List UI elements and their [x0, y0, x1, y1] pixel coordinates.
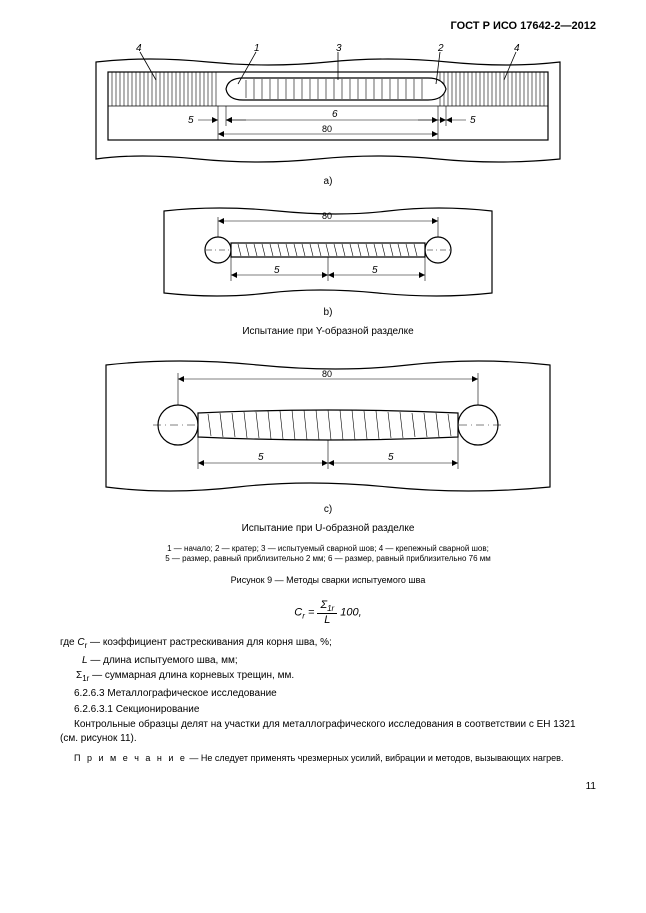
subfig-a-label: a): [60, 176, 596, 187]
sec-6263: 6.2.6.3 Металлографическое исследование: [60, 687, 596, 701]
figure-legend: 1 — начало; 2 — кратер; 3 — испытуемый с…: [60, 544, 596, 565]
where-line-1: где Cr — коэффициент растрескивания для …: [60, 636, 596, 652]
svg-text:80: 80: [322, 369, 332, 379]
svg-text:6: 6: [332, 109, 338, 120]
caption-b: Испытание при Y-образной разделке: [60, 326, 596, 337]
note: П р и м е ч а н и е — Не следует применя…: [60, 753, 596, 763]
legend-line-1: 1 — начало; 2 — кратер; 3 — испытуемый с…: [167, 544, 489, 553]
svg-text:5: 5: [274, 265, 280, 276]
caption-c: Испытание при U-образной разделке: [60, 523, 596, 534]
subfig-b-label: b): [60, 307, 596, 318]
figure-title: Рисунок 9 — Методы сварки испытуемого шв…: [60, 575, 596, 585]
svg-text:5: 5: [372, 265, 378, 276]
where-line-3: Σ1r — суммарная длина корневых трещин, м…: [60, 669, 596, 685]
sec-62631: 6.2.6.3.1 Секционирование: [60, 703, 596, 717]
paragraph: Контрольные образцы делят на участки для…: [60, 718, 596, 745]
svg-text:4: 4: [136, 44, 142, 54]
where-line-2: L — длина испытуемого шва, мм;: [60, 654, 596, 668]
svg-text:5: 5: [188, 115, 194, 126]
svg-text:80: 80: [322, 211, 332, 221]
svg-text:1: 1: [254, 44, 260, 54]
svg-text:5: 5: [388, 452, 394, 463]
formula: Cr = Σ1r L 100,: [60, 599, 596, 626]
note-text: — Не следует применять чрезмерных усилий…: [187, 753, 564, 763]
figure-b: 80 5 5 b) Испытание при Y-образной разде: [60, 195, 596, 337]
svg-text:5: 5: [258, 452, 264, 463]
subfig-c-label: c): [60, 504, 596, 515]
svg-text:4: 4: [514, 44, 520, 54]
body-text: где Cr — коэффициент растрескивания для …: [60, 636, 596, 745]
figure-a: 4 1 3 2 4 5 6 5: [60, 44, 596, 187]
figure-c: 80 5 5 c) Испытание при U-образной разде: [60, 347, 596, 534]
svg-text:2: 2: [437, 44, 444, 54]
note-label: П р и м е ч а н и е: [74, 753, 187, 763]
svg-text:3: 3: [336, 44, 342, 54]
svg-text:5: 5: [470, 115, 476, 126]
document-id: ГОСТ Р ИСО 17642-2—2012: [60, 20, 596, 32]
svg-text:80: 80: [322, 124, 332, 134]
legend-line-2: 5 — размер, равный приблизительно 2 мм; …: [165, 554, 491, 563]
page-number: 11: [60, 781, 596, 792]
